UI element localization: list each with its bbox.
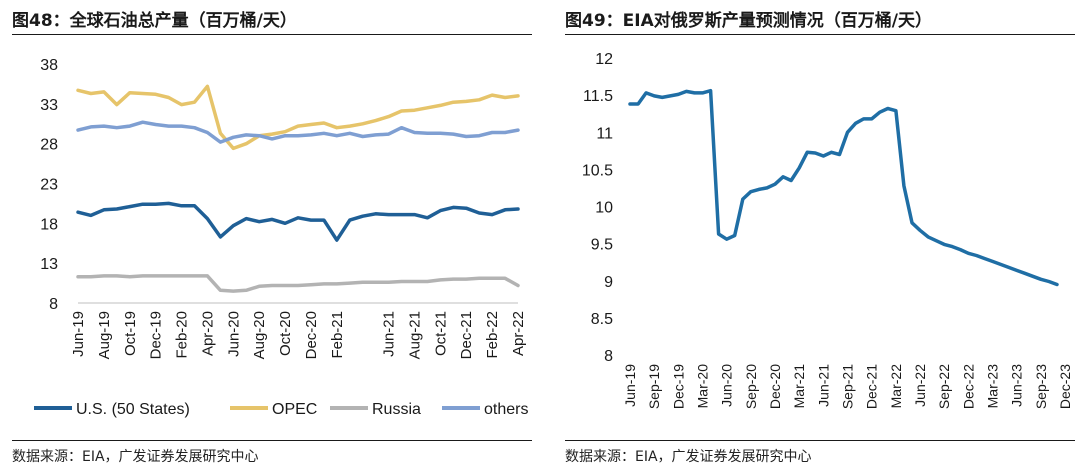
x-tick-label: Oct-21 (432, 311, 449, 356)
y-tick-label: 8.5 (591, 311, 613, 328)
x-tick-label: Feb-20 (174, 311, 191, 359)
x-tick-label: Jun-19 (70, 311, 87, 357)
x-tick-label: Sep-19 (646, 364, 662, 409)
y-tick-label: 18 (40, 216, 58, 233)
y-tick-label: 8 (604, 348, 613, 365)
x-tick-label: Jun-22 (912, 364, 928, 407)
x-tick-label: Mar-21 (791, 364, 807, 409)
x-tick-label: Dec-23 (1057, 364, 1073, 409)
y-tick-label: 9 (604, 274, 613, 291)
x-tick-label: Sep-21 (840, 364, 856, 409)
x-tick-label: Mar-23 (985, 364, 1001, 409)
x-tick-label: Apr-20 (199, 311, 216, 356)
y-tick-label: 12 (595, 51, 613, 68)
x-tick-label: Feb-22 (484, 311, 501, 359)
series-line-opec (76, 84, 520, 151)
y-tick-label: 11.5 (583, 88, 613, 105)
x-tick-label: Apr-22 (510, 311, 527, 356)
chart-panel-global-oil-production: 图48：全球石油总产量（百万桶/天） 8 13 18 23 28 33 38 Jun-19 Au… (12, 11, 532, 465)
y-tick-label: 8 (49, 296, 58, 313)
x-tick-label: Dec-19 (670, 364, 686, 409)
x-tick-label: Sep-22 (936, 364, 952, 409)
x-tick-label: Mar-22 (888, 364, 904, 409)
x-tick-label: Jun-21 (381, 311, 398, 357)
x-tick-label: Dec-21 (458, 311, 475, 359)
source-note: 数据来源：EIA，广发证券发展研究中心 (12, 449, 259, 465)
chart-title: 图49：EIA对俄罗斯产量预测情况（百万桶/天） (565, 11, 932, 31)
series-line-russia (76, 274, 520, 293)
series-line-u-s-50-states- (76, 201, 520, 242)
chart-panel-russia-forecast: 图49：EIA对俄罗斯产量预测情况（百万桶/天） 8 8.5 9 9.5 10 10.5 1… (555, 0, 1080, 470)
series-line-others (76, 120, 520, 144)
legend-label: others (484, 401, 528, 418)
legend-label: U.S. (50 States) (76, 401, 190, 418)
x-tick-label: Feb-21 (329, 311, 346, 359)
legend-label: Russia (372, 401, 421, 418)
x-tick-label: Dec-19 (148, 311, 165, 359)
x-tick-label: Jun-20 (719, 364, 735, 407)
x-tick-label: Dec-20 (767, 364, 783, 409)
x-tick-label: Mar-20 (695, 364, 711, 409)
source-rule (565, 440, 1075, 441)
series-line-russia (628, 88, 1059, 287)
x-tick-label: Aug-19 (96, 311, 113, 359)
y-tick-label: 13 (40, 256, 58, 273)
y-tick-label: 9.5 (591, 237, 613, 254)
x-tick-label: Jun-23 (1009, 364, 1025, 407)
legend-label: OPEC (272, 401, 317, 418)
x-tick-label: Sep-20 (743, 364, 759, 409)
source-note: 数据来源：EIA，广发证券发展研究中心 (565, 449, 812, 465)
x-tick-label: Sep-23 (1033, 364, 1049, 409)
x-tick-label: Oct-19 (122, 311, 139, 356)
x-tick-label: Jun-21 (815, 364, 831, 407)
y-tick-label: 33 (40, 97, 58, 114)
x-tick-label: Oct-20 (277, 311, 294, 356)
title-rule (12, 34, 532, 35)
line-chart-global-oil: 8 13 18 23 28 33 38 Jun-19 Aug-19 Oct-19 Dec-19 Feb… (34, 57, 528, 418)
line-chart-russia-forecast: 8 8.5 9 9.5 10 10.5 11 11.5 12 Jun-19 Sep-19 Dec-19… (582, 51, 1073, 409)
chart-title: 图48：全球石油总产量（百万桶/天） (12, 11, 297, 31)
y-tick-label: 10 (595, 200, 613, 217)
y-tick-label: 28 (40, 137, 58, 154)
x-tick-label: Dec-21 (864, 364, 880, 409)
y-tick-label: 23 (40, 177, 58, 194)
y-tick-label: 11 (596, 125, 613, 142)
y-tick-label: 10.5 (582, 162, 613, 179)
x-tick-label: Aug-21 (406, 311, 423, 359)
y-tick-label: 38 (40, 57, 58, 74)
x-tick-label: Dec-20 (303, 311, 320, 359)
x-tick-label: Jun-20 (225, 311, 242, 357)
title-rule (565, 34, 1075, 35)
x-tick-label: Dec-22 (960, 364, 976, 409)
source-rule (12, 440, 532, 441)
x-tick-label: Jun-19 (622, 364, 638, 407)
x-tick-label: Aug-20 (251, 311, 268, 359)
